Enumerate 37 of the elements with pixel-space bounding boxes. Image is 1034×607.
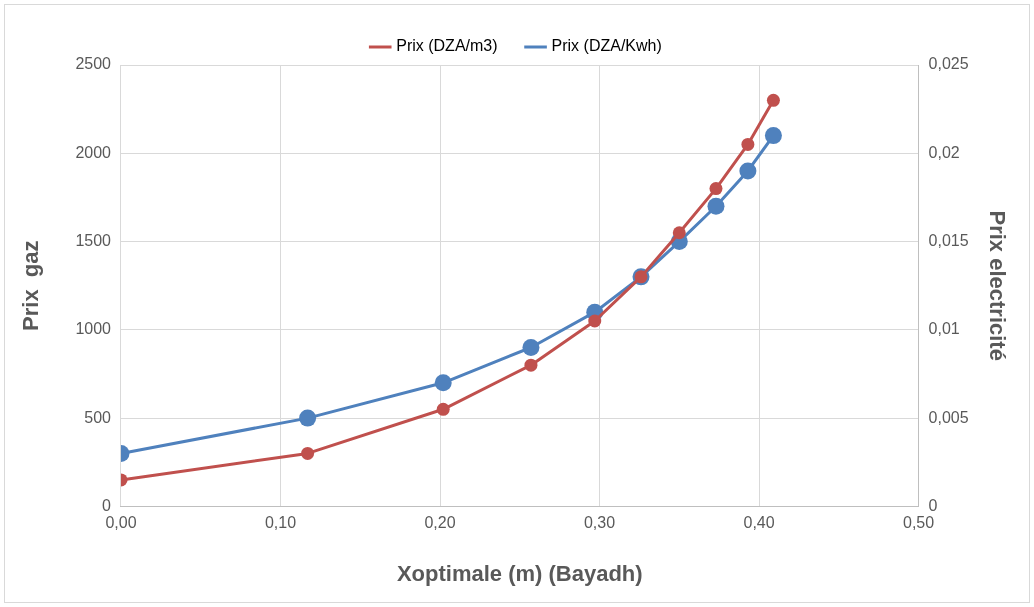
y-tick-label: 1000: [75, 320, 112, 338]
x-tick-label: 0,40: [743, 514, 775, 532]
x-tick-label: 0,30: [583, 514, 616, 532]
y2-tick-label: 0,005: [928, 408, 969, 426]
point: [707, 197, 725, 215]
point: [764, 127, 782, 145]
point: [588, 314, 602, 328]
y-tick-label: 1500: [75, 231, 112, 249]
legend-label: Prix (DZA/m3): [396, 37, 498, 55]
y2-tick-label: 0: [928, 496, 938, 514]
y-tick-label: 500: [84, 408, 112, 426]
point: [522, 339, 540, 356]
x-tick-label: 0,20: [424, 514, 456, 532]
x-axis-title: Xoptimale (m) (Bayadh): [396, 560, 643, 586]
point: [766, 93, 780, 107]
x-tick-label: 0,00: [105, 514, 137, 532]
y-axis-title: Prix gaz: [18, 240, 44, 331]
x-tick-label: 0,10: [264, 514, 297, 532]
point: [741, 137, 755, 151]
point: [524, 358, 538, 372]
y2-tick-label: 0,01: [928, 320, 960, 338]
point: [709, 182, 723, 196]
legend-label: Prix (DZA/Kwh): [551, 37, 662, 55]
y-tick-label: 2000: [75, 143, 112, 161]
point: [739, 162, 757, 180]
y2-tick-label: 0,02: [928, 143, 960, 161]
x-tick-label: 0,50: [902, 514, 935, 532]
point: [436, 402, 450, 416]
y2-tick-label: 0,025: [928, 55, 969, 73]
point: [434, 374, 452, 392]
point: [299, 409, 317, 427]
y2-tick-label: 0,015: [928, 231, 969, 249]
point: [301, 446, 315, 460]
y2-axis-title: Prix electricité: [984, 210, 1010, 361]
y-tick-label: 2500: [75, 55, 112, 73]
point: [672, 226, 686, 240]
y-tick-label: 0: [102, 496, 112, 514]
